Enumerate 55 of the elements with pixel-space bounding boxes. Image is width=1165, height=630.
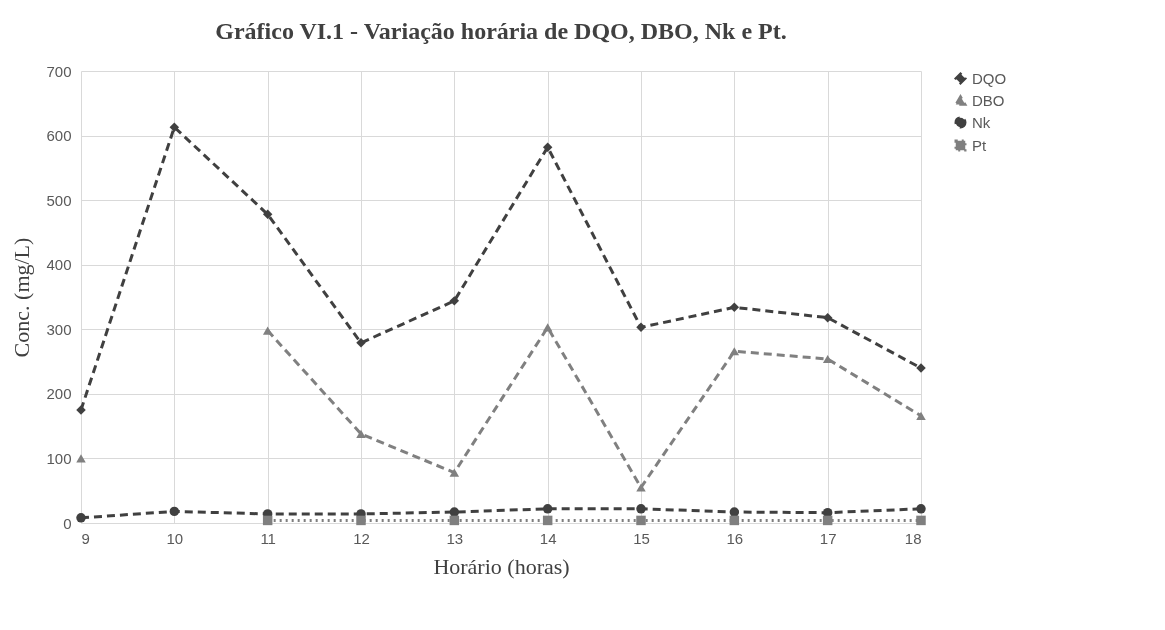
legend-label: DQO (972, 69, 1007, 87)
point (262, 209, 273, 220)
point (636, 322, 646, 333)
y-tick-label: 300 (46, 320, 72, 338)
x-tick-label: 10 (166, 529, 184, 547)
point (542, 142, 553, 152)
point (636, 515, 646, 526)
point (449, 468, 460, 477)
point (729, 302, 740, 313)
legend-label: Pt (972, 136, 987, 154)
point (169, 122, 180, 132)
legend-label: DBO (972, 91, 1005, 109)
x-tick-label: 12 (353, 529, 370, 547)
x-tick-label: 9 (81, 529, 90, 547)
point (76, 513, 86, 523)
point (356, 429, 366, 438)
point (636, 504, 646, 514)
x-tick-label: 15 (633, 529, 650, 547)
x-tick-label: 17 (819, 529, 837, 547)
point (916, 515, 926, 526)
y-tick-label: 0 (63, 514, 72, 532)
chart-title: Gráfico VI.1 - Variação horária de DQO, DBO, Nk e Pt. (215, 18, 787, 44)
point (822, 515, 833, 526)
point (262, 326, 273, 335)
point (729, 515, 740, 526)
point (449, 296, 460, 306)
point (356, 515, 366, 526)
point (542, 504, 553, 514)
x-axis-title: Horário (horas) (433, 553, 570, 579)
point (542, 323, 553, 332)
point (729, 347, 740, 356)
point (822, 312, 833, 323)
point (542, 515, 553, 526)
x-tick-label: 13 (446, 529, 464, 547)
legend-label: Nk (972, 113, 991, 131)
point (636, 483, 646, 492)
y-tick-label: 500 (46, 191, 72, 209)
point (916, 411, 926, 420)
y-tick-label: 700 (46, 62, 72, 80)
point (449, 507, 460, 517)
point (262, 515, 273, 526)
point (916, 504, 926, 514)
y-tick-label: 200 (46, 385, 72, 403)
x-tick-label: 11 (260, 529, 276, 547)
y-tick-label: 600 (46, 127, 72, 145)
point (449, 515, 460, 526)
x-tick-label: 18 (904, 529, 922, 547)
x-tick-label: 16 (726, 529, 744, 547)
x-tick-label: 14 (539, 529, 557, 547)
y-tick-label: 100 (46, 449, 72, 467)
point (169, 506, 180, 517)
point (729, 507, 740, 517)
point (76, 454, 86, 463)
y-axis-title: Conc. (mg/L) (9, 237, 35, 358)
y-tick-label: 400 (46, 256, 72, 274)
